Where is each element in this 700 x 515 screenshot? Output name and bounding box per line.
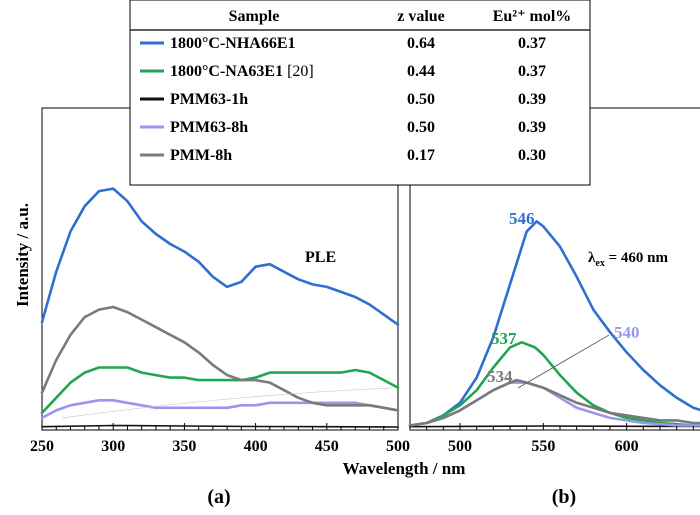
x-tick-label-a-350: 350: [172, 438, 196, 455]
legend-sample-pmm-8h: PMM-8h: [170, 147, 232, 164]
legend-sample-pmm63-1h: PMM63-1h: [170, 91, 248, 108]
y-axis-label: Intensity / a.u.: [13, 203, 32, 307]
panel-label-b: (b): [552, 486, 576, 508]
legend-eu-mol: 0.37: [518, 35, 546, 52]
series-line-b-1800-c-na63e1: [408, 341, 700, 427]
panel-a-series: [40, 187, 400, 428]
peak-540-pointer: [517, 334, 610, 389]
legend-sample-pmm63-8h: PMM63-8h: [170, 119, 248, 136]
legend-table-background: [129, 0, 591, 186]
header-z-value: z value: [397, 8, 445, 25]
panel-label-a: (a): [207, 486, 230, 508]
x-tick-label-a-300: 300: [101, 438, 125, 455]
legend-eu-mol: 0.30: [518, 147, 546, 164]
x-axis-label: Wavelength / nm: [343, 459, 466, 478]
panel-b-ticks: 500 550 600: [409, 423, 694, 455]
header-eu-mol: Eu²⁺ mol%: [493, 8, 572, 25]
series-line-a-pmm63-8h: [40, 399, 400, 420]
x-tick-label-b-550: 550: [531, 438, 555, 455]
series-line-a-1800-c-nha66e1: [40, 187, 400, 326]
legend-table: Sample z value Eu²⁺ mol% 1800°C-NHA66E1 0…: [129, 0, 591, 186]
panel-a-faint-line: [61, 387, 393, 419]
legend-z-value: 0.50: [407, 91, 435, 108]
series-line-a-pmm-8h: [40, 305, 400, 412]
series-line-a-pmm63-1h: [41, 424, 399, 428]
header-sample: Sample: [229, 8, 280, 25]
legend-sample-1800-c-nha66e1: 1800°C-NHA66E1: [170, 35, 296, 52]
peak-label-537: 537: [491, 329, 517, 348]
panel-b-series: [408, 220, 700, 428]
x-tick-label-a-450: 450: [315, 438, 339, 455]
lambda-symbol: λ: [588, 250, 596, 266]
legend-eu-mol: 0.39: [518, 119, 546, 136]
lambda-value: = 460 nm: [605, 250, 669, 266]
series-line-a-1800-c-na63e1: [40, 366, 400, 415]
series-line-b-pmm-8h: [408, 378, 700, 427]
header-eu-text: Eu²⁺ mol%: [493, 8, 572, 25]
excitation-annotation: λex = 460 nm: [588, 250, 668, 269]
x-tick-label-b-500: 500: [448, 438, 472, 455]
legend-reference: [20]: [283, 63, 314, 80]
x-tick-label-b-600: 600: [615, 438, 639, 455]
peak-label-546: 546: [509, 209, 535, 228]
legend-sample-1800-c-na63e1: 1800°C-NA63E1 [20]: [170, 63, 314, 80]
legend-z-value: 0.17: [407, 147, 435, 164]
lambda-subscript: ex: [595, 258, 604, 269]
peak-label-534: 534: [487, 367, 513, 386]
peak-label-540: 540: [614, 323, 640, 342]
legend-z-value: 0.44: [407, 63, 435, 80]
x-tick-label-a-500: 500: [386, 438, 410, 455]
legend-eu-mol: 0.37: [518, 63, 546, 80]
series-line-b-pmm63-1h: [409, 425, 700, 428]
legend-eu-mol: 0.39: [518, 91, 546, 108]
legend-z-value: 0.64: [407, 35, 435, 52]
x-tick-label-a-400: 400: [244, 438, 268, 455]
ple-annotation: PLE: [305, 249, 336, 266]
x-tick-label-a-250: 250: [30, 438, 54, 455]
series-line-b-1800-c-nha66e1: [408, 220, 700, 427]
legend-rows: 1800°C-NHA66E1 0.64 0.37 1800°C-NA63E1 [20]…: [140, 35, 546, 164]
legend-z-value: 0.50: [407, 119, 435, 136]
panel-a-ticks: 250 300 350 400 450 500: [30, 423, 410, 455]
